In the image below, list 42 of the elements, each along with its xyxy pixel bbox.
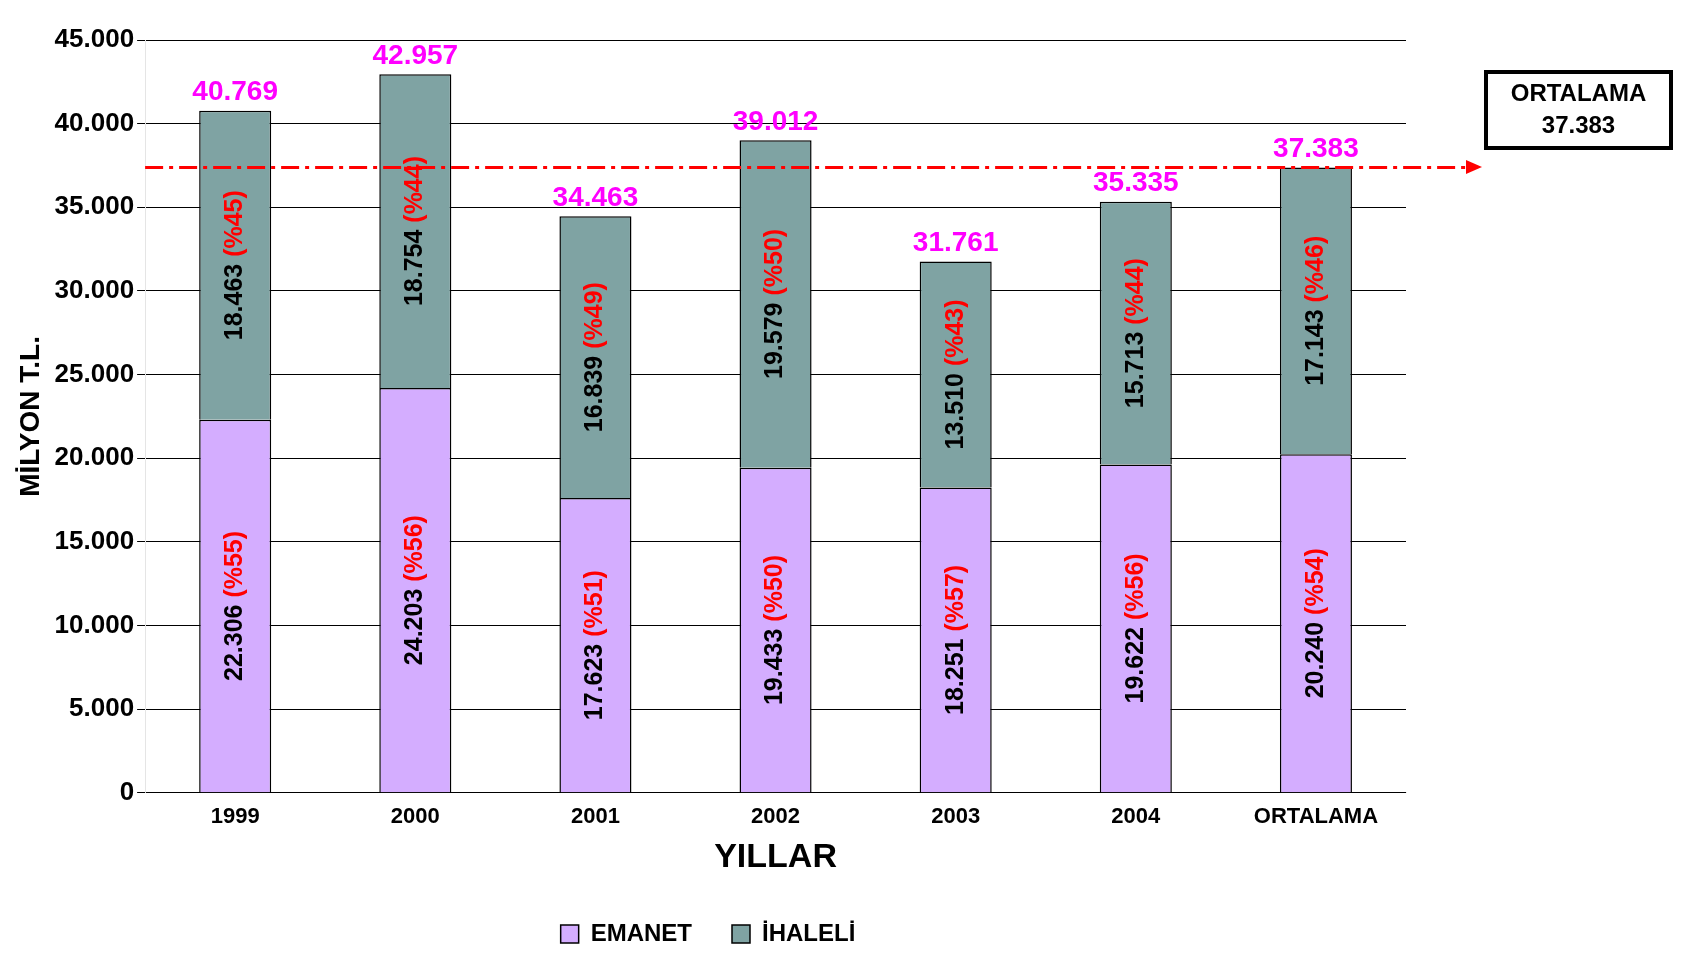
y-tick-label: 10.000	[54, 608, 135, 639]
y-tick-label: 20.000	[54, 441, 135, 472]
x-tick-label: 2002	[751, 803, 801, 829]
x-tick-label: 2003	[931, 803, 981, 829]
x-tick-label: 2001	[570, 803, 620, 829]
x-tick-label: 1999	[210, 803, 260, 829]
x-tick-label: 2004	[1111, 803, 1162, 829]
total-label: 34.463	[552, 181, 639, 213]
y-tick-label: 25.000	[54, 357, 135, 388]
y-tick-label: 15.000	[54, 525, 135, 556]
data-label: 18.463 (%45)	[219, 190, 248, 341]
data-label: 18.754 (%44)	[399, 155, 428, 307]
data-label: 15.713 (%44)	[1119, 258, 1148, 409]
data-label: 19.622 (%56)	[1119, 553, 1148, 704]
y-tick-label: 0	[119, 775, 135, 806]
data-label: 18.251 (%57)	[939, 564, 968, 715]
y-tick-label: 5.000	[69, 692, 135, 723]
data-label: 16.839 (%49)	[579, 282, 608, 433]
total-label: 31.761	[912, 226, 999, 258]
ref-line-label: ORTALAMA 37.383	[1510, 78, 1647, 138]
y-axis-title: MİLYON T.L.	[13, 336, 45, 497]
data-label: 17.143 (%46)	[1299, 235, 1328, 386]
total-label: 42.957	[372, 38, 459, 70]
x-tick-label: 2000	[390, 803, 440, 829]
data-label: 19.433 (%50)	[759, 554, 788, 706]
data-label: 22.306 (%55)	[219, 530, 248, 682]
legend-label: İHALELİ	[762, 918, 856, 946]
data-label: 24.203 (%56)	[399, 515, 428, 666]
x-axis-title: YILLAR	[714, 835, 837, 874]
total-label: 37.383	[1273, 132, 1359, 164]
total-label: 35.335	[1092, 166, 1179, 198]
y-tick-label: 35.000	[54, 190, 135, 221]
data-label: 19.579 (%50)	[759, 228, 788, 379]
data-label: 13.510 (%43)	[939, 299, 968, 450]
data-label: 17.623 (%51)	[579, 570, 608, 721]
data-label: 20.240 (%54)	[1299, 548, 1328, 699]
total-label: 40.769	[192, 75, 279, 107]
x-tick-label: ORTALAMA	[1253, 803, 1379, 829]
y-tick-label: 45.000	[54, 23, 135, 54]
y-tick-label: 40.000	[54, 106, 135, 137]
legend-label: EMANET	[590, 918, 693, 946]
y-tick-label: 30.000	[54, 274, 135, 305]
